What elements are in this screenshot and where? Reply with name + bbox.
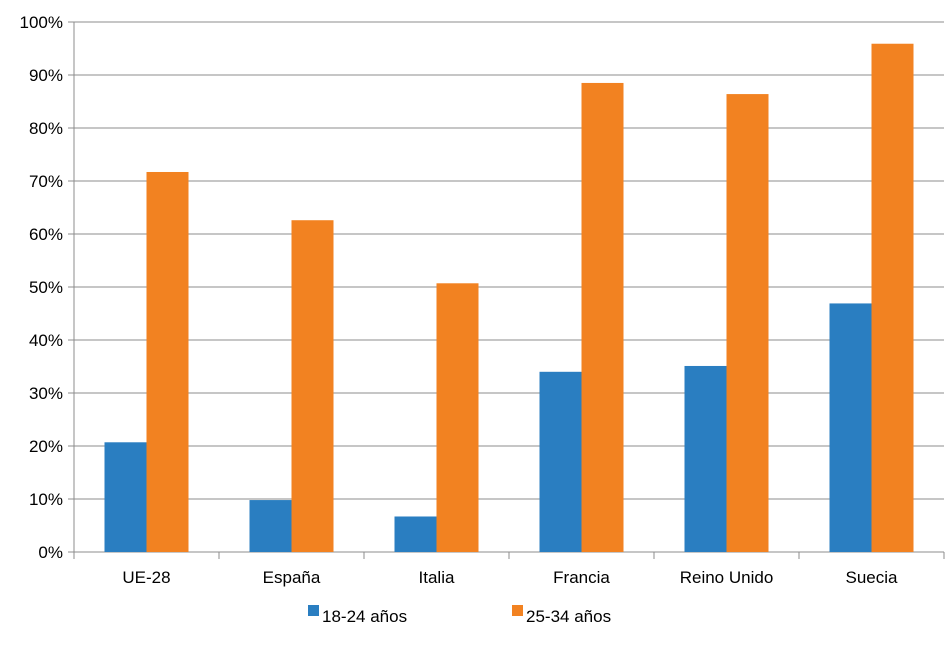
gridlines [74, 21, 944, 500]
x-tick-label: Suecia [846, 568, 899, 587]
y-tick-label: 80% [29, 119, 63, 138]
bar-series-2 [146, 171, 189, 553]
bar-series-1 [539, 371, 582, 552]
bar-series-2 [436, 283, 479, 552]
bars [104, 43, 914, 553]
x-tick-label: Italia [419, 568, 455, 587]
y-tick-label: 90% [29, 66, 63, 85]
y-tick-label: 10% [29, 490, 63, 509]
legend-swatch [308, 605, 319, 616]
legend-swatch [512, 605, 523, 616]
bar-series-1 [829, 303, 872, 552]
y-tick-label: 50% [29, 278, 63, 297]
x-tick-label: UE-28 [122, 568, 170, 587]
y-tick-labels: 0% 10% 20% 30% 40% 50% 60% 70% 80% 90% 100% [20, 13, 63, 562]
y-tick-label: 40% [29, 331, 63, 350]
y-tick-label: 20% [29, 437, 63, 456]
bar-series-1 [684, 365, 727, 552]
bar-series-2 [581, 82, 624, 552]
x-tick-labels: UE-28 España Italia Francia Reino Unido Sueci… [122, 568, 898, 587]
y-tick-label: 60% [29, 225, 63, 244]
bar-series-2 [291, 220, 334, 552]
x-tick-label: Francia [553, 568, 610, 587]
bar-series-2 [871, 43, 914, 552]
y-tick-label: 0% [38, 543, 63, 562]
y-tick-label: 100% [20, 13, 63, 32]
x-tick-label: España [263, 568, 321, 587]
bar-series-1 [249, 500, 292, 552]
y-tick-label: 70% [29, 172, 63, 191]
bar-series-1 [104, 442, 147, 552]
legend-label: 18-24 años [322, 607, 407, 626]
bar-series-1 [394, 516, 437, 552]
axes [68, 21, 945, 559]
legend-label: 25-34 años [526, 607, 611, 626]
bar-series-2 [726, 94, 769, 552]
y-tick-label: 30% [29, 384, 63, 403]
x-tick-label: Reino Unido [680, 568, 774, 587]
legend: 18-24 años 25-34 años [308, 605, 611, 626]
